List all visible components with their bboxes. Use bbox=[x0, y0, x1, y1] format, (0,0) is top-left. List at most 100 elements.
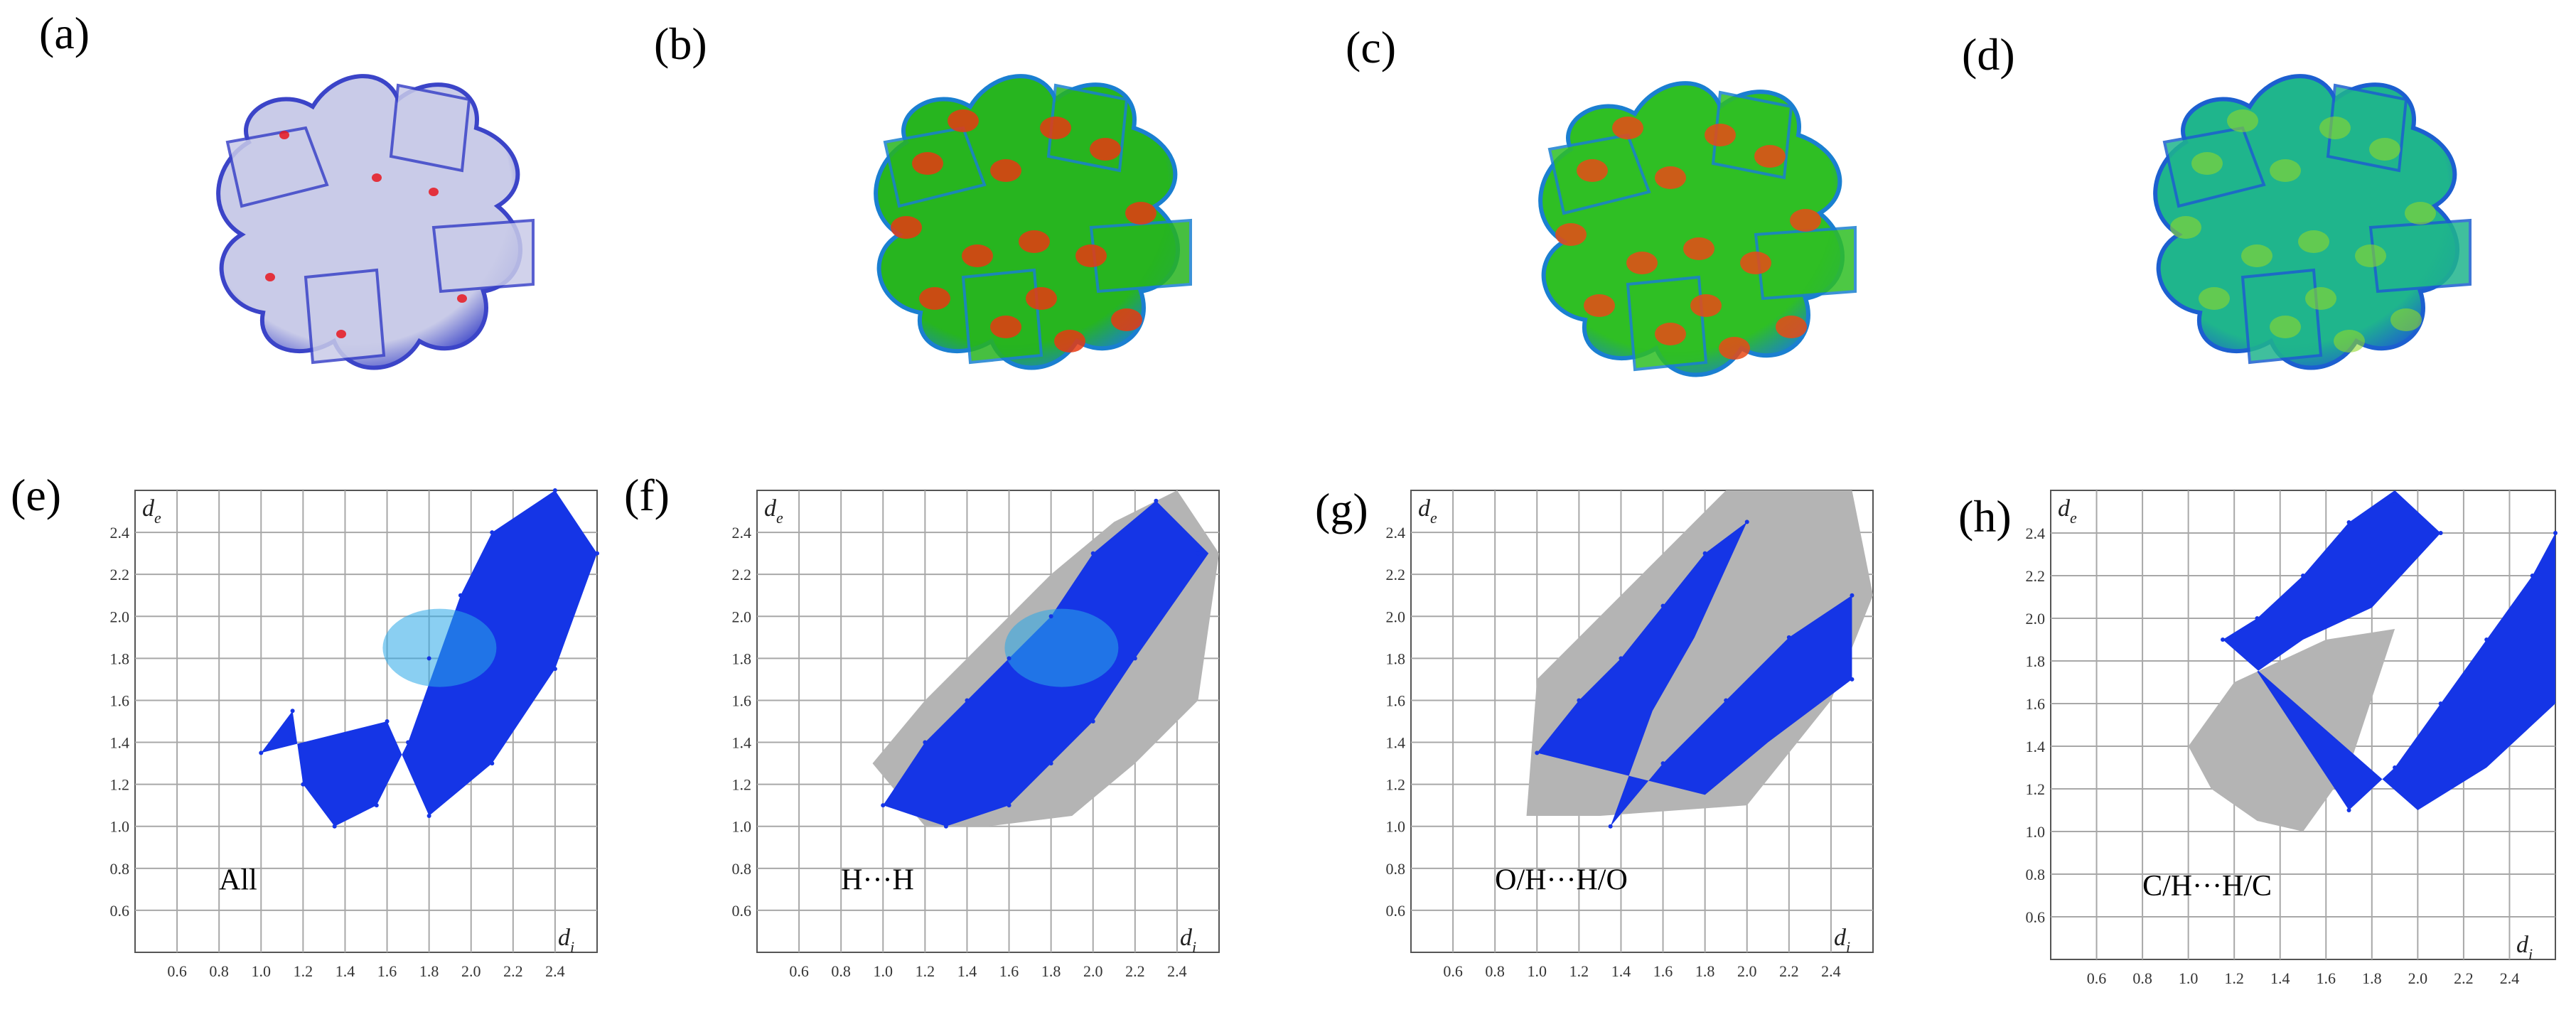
surface-spot bbox=[1612, 117, 1643, 139]
data-point bbox=[2301, 574, 2305, 578]
data-point bbox=[552, 488, 557, 493]
x-tick-label: 1.0 bbox=[1528, 962, 1547, 980]
x-tick-label: 1.0 bbox=[252, 962, 272, 980]
surface-spot bbox=[990, 316, 1021, 338]
surface-spot bbox=[2405, 202, 2436, 225]
hirshfeld-surface-curvedness bbox=[2153, 74, 2472, 370]
y-tick-label: 1.6 bbox=[2026, 695, 2046, 713]
contact-region bbox=[261, 490, 597, 827]
x-tick-label: 1.6 bbox=[2317, 969, 2336, 987]
data-point bbox=[2346, 520, 2351, 524]
y-tick-label: 1.6 bbox=[732, 692, 752, 709]
x-tick-label: 1.6 bbox=[377, 962, 397, 980]
data-point bbox=[1154, 498, 1159, 503]
y-tick-label: 0.6 bbox=[1386, 902, 1406, 920]
surface-spot bbox=[279, 131, 289, 139]
data-point bbox=[490, 761, 495, 766]
y-tick-label: 1.4 bbox=[732, 734, 752, 752]
surface-spot bbox=[2390, 308, 2422, 331]
surface-spot bbox=[1026, 287, 1057, 310]
data-point bbox=[1744, 520, 1749, 524]
data-point bbox=[290, 709, 295, 714]
surface-spot bbox=[2270, 316, 2301, 338]
surface-spot bbox=[1719, 337, 1750, 360]
surface-spot bbox=[1626, 252, 1658, 274]
data-point bbox=[1090, 551, 1095, 556]
panel-label-e: (e) bbox=[11, 470, 62, 520]
y-tick-label: 1.8 bbox=[110, 650, 130, 667]
full-fingerprint-region bbox=[2188, 629, 2395, 832]
surface-spot bbox=[919, 287, 950, 310]
surface-spot bbox=[1019, 230, 1050, 253]
data-point bbox=[2484, 637, 2489, 642]
contact-region bbox=[1537, 522, 1852, 827]
data-point bbox=[1048, 761, 1053, 766]
y-tick-label: 1.8 bbox=[1386, 650, 1406, 667]
surface-spot bbox=[1655, 166, 1686, 189]
data-point bbox=[943, 824, 948, 829]
x-tick-label: 1.8 bbox=[1695, 962, 1715, 980]
surface-spot bbox=[1790, 209, 1821, 232]
data-point bbox=[1048, 614, 1053, 619]
data-point bbox=[552, 667, 557, 672]
data-point bbox=[1724, 698, 1729, 703]
y-tick-label: 0.8 bbox=[732, 860, 752, 878]
data-point bbox=[2553, 531, 2558, 535]
y-tick-label: 0.8 bbox=[2026, 866, 2046, 883]
data-point bbox=[332, 824, 337, 829]
y-tick-label: 2.0 bbox=[732, 608, 752, 625]
x-tick-label: 2.4 bbox=[1167, 962, 1187, 980]
panel-label-d: (d) bbox=[1962, 29, 2015, 80]
x-tick-label: 1.6 bbox=[999, 962, 1019, 980]
surface-spot bbox=[1754, 145, 1786, 168]
surface-spot bbox=[1111, 308, 1142, 331]
y-tick-label: 2.2 bbox=[1386, 566, 1406, 583]
y-tick-label: 2.2 bbox=[110, 566, 130, 583]
data-point bbox=[1132, 656, 1137, 661]
data-point bbox=[385, 719, 390, 723]
surface-spot bbox=[1690, 294, 1722, 317]
surface-spot bbox=[1577, 159, 1608, 182]
surface-spot bbox=[1040, 117, 1071, 139]
surface-lobe bbox=[389, 83, 471, 173]
panel-label-f: (f) bbox=[624, 470, 670, 520]
y-tick-label: 1.0 bbox=[1386, 818, 1406, 836]
x-tick-label: 1.4 bbox=[336, 962, 355, 980]
density-core bbox=[382, 608, 497, 687]
y-tick-label: 1.2 bbox=[110, 776, 130, 794]
surface-spot bbox=[265, 273, 275, 281]
y-tick-label: 1.8 bbox=[2026, 652, 2046, 670]
surface-spot bbox=[1125, 202, 1156, 225]
x-tick-label: 1.2 bbox=[1569, 962, 1589, 980]
contact-annotation: H···H bbox=[841, 863, 914, 896]
hirshfeld-surface-dnorm bbox=[216, 74, 535, 370]
surface-lobe bbox=[431, 218, 535, 294]
contact-annotation: C/H···H/C bbox=[2142, 870, 2272, 903]
fingerprint-plot-all: 0.6 0.8 1.0 1.2 1.4 1.6 1.8 2.0 2.2 2.4 0.6 0.8 1.0 1… bbox=[110, 488, 599, 980]
data-point bbox=[1619, 656, 1624, 661]
data-point bbox=[1702, 551, 1707, 556]
x-tick-label: 0.6 bbox=[2087, 969, 2107, 987]
surface-spot bbox=[2319, 117, 2351, 139]
x-tick-label: 0.8 bbox=[1485, 962, 1505, 980]
x-tick-label: 0.8 bbox=[209, 962, 229, 980]
y-tick-label: 1.0 bbox=[732, 818, 752, 836]
data-point bbox=[1090, 719, 1095, 723]
x-tick-label: 2.2 bbox=[503, 962, 523, 980]
surface-spot bbox=[962, 244, 993, 267]
y-tick-label: 0.8 bbox=[1386, 860, 1406, 878]
data-point bbox=[1007, 656, 1011, 661]
data-point bbox=[301, 782, 306, 787]
x-tick-label: 1.4 bbox=[957, 962, 977, 980]
contact-annotation: All bbox=[219, 863, 257, 896]
data-point bbox=[2438, 701, 2443, 706]
x-tick-label: 1.8 bbox=[2362, 969, 2382, 987]
x-tick-label: 1.6 bbox=[1653, 962, 1673, 980]
data-point bbox=[1660, 603, 1665, 608]
data-point bbox=[1196, 551, 1201, 556]
y-tick-label: 1.4 bbox=[1386, 734, 1406, 752]
fingerprint-plot-c-h: 0.6 0.8 1.0 1.2 1.4 1.6 1.8 2.0 2.2 2.4 0.6 0.8 1.0 1… bbox=[2026, 490, 2558, 987]
panel-label-g: (g) bbox=[1315, 484, 1368, 534]
surface-lobe bbox=[225, 126, 329, 208]
x-tick-label: 0.8 bbox=[2132, 969, 2152, 987]
